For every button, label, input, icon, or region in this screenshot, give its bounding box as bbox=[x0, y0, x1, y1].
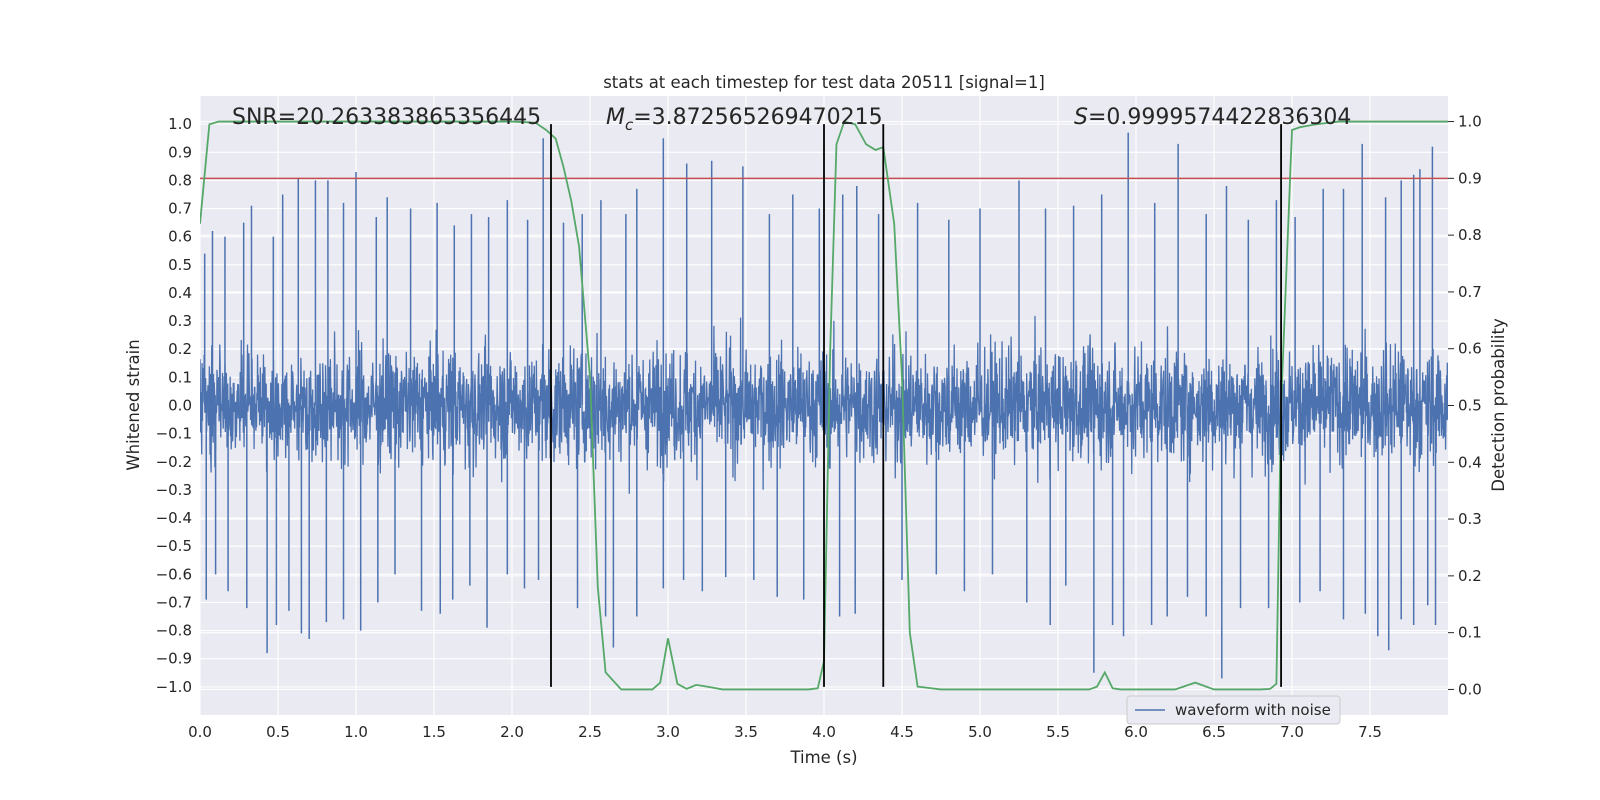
x-tick-label: 2.5 bbox=[578, 723, 602, 741]
x-tick-label: 6.5 bbox=[1202, 723, 1226, 741]
x-tick-label: 0.0 bbox=[188, 723, 212, 741]
s-value: =0.9999574422836304 bbox=[1088, 105, 1351, 130]
y-axis-label: Whitened strain bbox=[124, 339, 143, 470]
x-tick-label: 1.5 bbox=[422, 723, 446, 741]
y-tick-label: −0.6 bbox=[156, 565, 192, 583]
x-tick-label: 1.0 bbox=[344, 723, 368, 741]
y-tick-label: −0.9 bbox=[156, 650, 192, 668]
x-tick-label: 5.0 bbox=[968, 723, 992, 741]
x-tick-labels: 0.0 0.5 1.0 1.5 2.0 2.5 3.0 3.5 4.0 4.5 5.0 5.5 6.0 6… bbox=[188, 723, 1382, 741]
y-tick-label: 0.2 bbox=[168, 340, 192, 358]
x-tick-label: 4.0 bbox=[812, 723, 836, 741]
x-tick-label: 6.0 bbox=[1124, 723, 1148, 741]
y2-tick-label: 0.1 bbox=[1458, 624, 1482, 642]
x-tick-label: 2.0 bbox=[500, 723, 524, 741]
chirp-mass-annotation: Mc=3.872565269470215 bbox=[606, 105, 883, 134]
y2-tick-label: 0.3 bbox=[1458, 510, 1482, 528]
y2-axis-label: Detection probability bbox=[1489, 318, 1508, 492]
y2-tick-label: 0.7 bbox=[1458, 283, 1482, 301]
y-tick-label: 0.1 bbox=[168, 368, 192, 386]
legend-box bbox=[1126, 695, 1341, 725]
x-tick-label: 7.5 bbox=[1358, 723, 1382, 741]
y2-tick-label: 0.5 bbox=[1458, 397, 1482, 415]
chart-title: stats at each timestep for test data 205… bbox=[603, 73, 1045, 92]
y-tick-label: 0.6 bbox=[168, 228, 192, 246]
y2-tick-label: 0.0 bbox=[1458, 680, 1482, 698]
s-symbol: S bbox=[1074, 105, 1088, 130]
y2-tick-label: 0.8 bbox=[1458, 226, 1482, 244]
y-tick-label: 0.7 bbox=[168, 200, 192, 218]
y-tick-label: 0.0 bbox=[168, 397, 192, 415]
y2-tick-label: 0.6 bbox=[1458, 340, 1482, 358]
y-tick-label: 0.8 bbox=[168, 171, 192, 189]
chirp-mass-value: =3.872565269470215 bbox=[633, 105, 882, 130]
chirp-mass-subscript: c bbox=[625, 116, 634, 134]
y2-tick-label: 0.9 bbox=[1458, 169, 1482, 187]
y-tick-label: −0.3 bbox=[156, 481, 192, 499]
y-tick-label: 1.0 bbox=[168, 115, 192, 133]
snr-annotation: SNR=20.263383865356445 bbox=[232, 105, 541, 130]
chirp-mass-symbol: M bbox=[606, 105, 625, 130]
y-tick-label: −0.4 bbox=[156, 509, 192, 527]
y-tick-label: −0.1 bbox=[156, 425, 192, 443]
y2-tick-label: 0.4 bbox=[1458, 453, 1482, 471]
y2-tick-labels: 1.0 0.9 0.8 0.7 0.6 0.5 0.4 0.3 0.2 0.1 0.0 bbox=[1448, 113, 1482, 698]
y2-tick-label: 1.0 bbox=[1458, 113, 1482, 131]
legend-label: waveform with noise bbox=[1175, 701, 1331, 719]
x-tick-label: 3.5 bbox=[734, 723, 758, 741]
legend: waveform with noise bbox=[1126, 695, 1341, 725]
probability-line bbox=[200, 120, 1448, 691]
y2-tick-label: 0.2 bbox=[1458, 567, 1482, 585]
x-tick-label: 4.5 bbox=[890, 723, 914, 741]
x-tick-label: 3.0 bbox=[656, 723, 680, 741]
y-tick-label: −0.2 bbox=[156, 453, 192, 471]
y-tick-label: −0.5 bbox=[156, 537, 192, 555]
y-tick-label: −0.7 bbox=[156, 593, 192, 611]
y-tick-label: 0.3 bbox=[168, 312, 192, 330]
s-annotation: S=0.9999574422836304 bbox=[1074, 105, 1351, 130]
x-axis-label: Time (s) bbox=[789, 748, 857, 767]
y-tick-label: −1.0 bbox=[156, 678, 192, 696]
y-tick-label: 0.4 bbox=[168, 284, 192, 302]
x-tick-label: 0.5 bbox=[266, 723, 290, 741]
event-lines bbox=[550, 124, 1282, 687]
y-tick-label: 0.5 bbox=[168, 256, 192, 274]
y-tick-labels: 1.0 0.9 0.8 0.7 0.6 0.5 0.4 0.3 0.2 0.1 0.0 −0.1 −0.… bbox=[156, 115, 192, 696]
waveform-series bbox=[200, 132, 1448, 679]
x-tick-label: 5.5 bbox=[1046, 723, 1070, 741]
x-tick-label: 7.0 bbox=[1280, 723, 1304, 741]
y-tick-label: 0.9 bbox=[168, 143, 192, 161]
y-tick-label: −0.8 bbox=[156, 622, 192, 640]
probability-series bbox=[200, 120, 1448, 691]
